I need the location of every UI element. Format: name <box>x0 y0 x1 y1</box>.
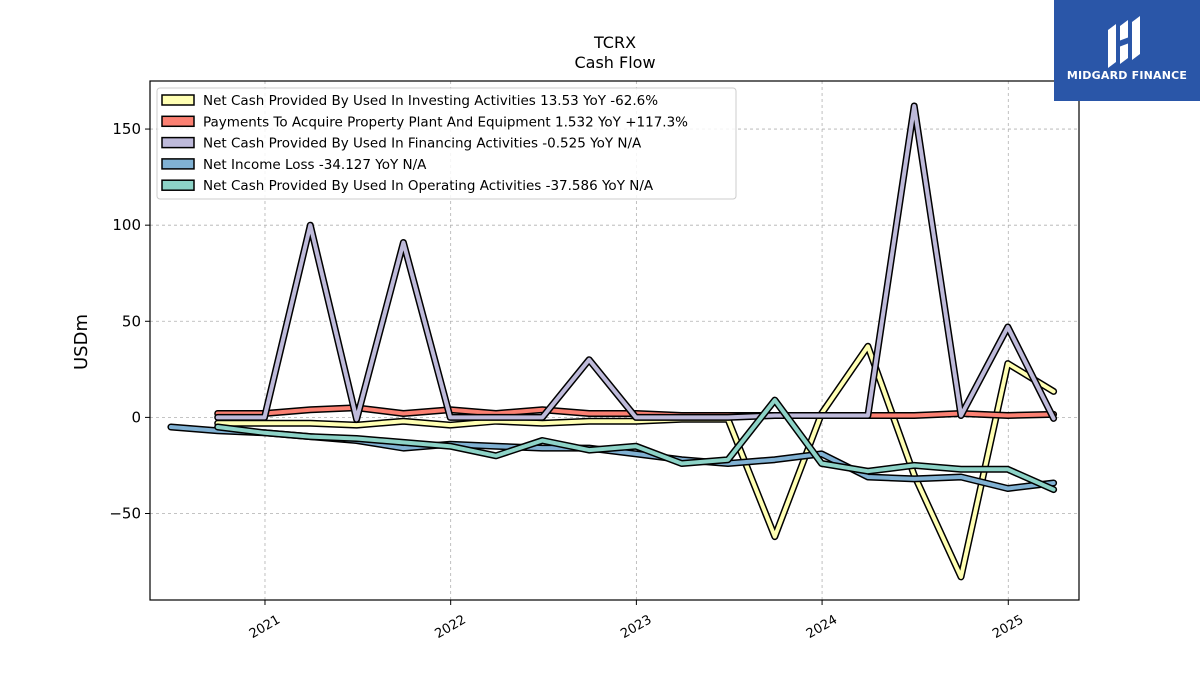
x-tick-label: 2023 <box>618 612 654 642</box>
legend-entry: Net Income Loss -34.127 YoY N/A <box>203 157 427 173</box>
y-tick-label: 100 <box>112 216 141 234</box>
brand-logo: MIDGARD FINANCE <box>1054 0 1200 101</box>
legend-box <box>156 87 737 200</box>
x-tick-label: 2025 <box>990 612 1026 642</box>
x-tick-label: 2021 <box>247 612 283 642</box>
legend-swatch <box>161 115 195 128</box>
y-tick-label: 0 <box>131 408 141 426</box>
series-3 <box>214 102 1058 423</box>
chart-title: TCRX <box>593 33 636 52</box>
chart-subtitle: Cash Flow <box>574 53 655 72</box>
series-1 <box>214 342 1058 581</box>
y-axis-label: USDm <box>71 314 92 370</box>
legend-swatch <box>161 179 195 191</box>
series-line <box>215 344 1056 579</box>
x-tick-label: 2024 <box>804 612 840 642</box>
midgard-logo-icon <box>1108 16 1140 68</box>
legend: Net Cash Provided By Used In Investing A… <box>156 87 737 200</box>
legend-swatch <box>161 158 195 170</box>
y-tick-label: 50 <box>122 312 141 330</box>
legend-entry: Net Cash Provided By Used In Operating A… <box>203 178 654 194</box>
y-tick-label: 150 <box>112 120 141 138</box>
brand-name: MIDGARD FINANCE <box>1066 69 1188 82</box>
legend-entry: Net Cash Provided By Used In Investing A… <box>203 93 658 109</box>
legend-entry: Payments To Acquire Property Plant And E… <box>203 114 688 130</box>
series-lines <box>167 102 1058 581</box>
plot-frame <box>149 80 1080 601</box>
x-tick-label: 2022 <box>433 612 469 642</box>
series-line <box>215 104 1056 422</box>
legend-entry: Net Cash Provided By Used In Financing A… <box>203 136 642 152</box>
series-5 <box>214 396 1058 494</box>
series-line <box>215 398 1056 492</box>
legend-swatch <box>161 94 195 106</box>
y-tick-label: −50 <box>109 505 141 523</box>
legend-swatch <box>161 136 195 149</box>
series-line-outline <box>214 342 1058 581</box>
